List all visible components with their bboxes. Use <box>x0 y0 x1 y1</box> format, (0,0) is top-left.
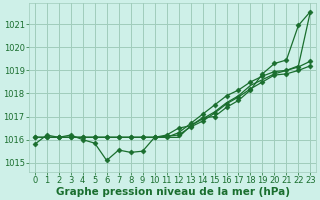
X-axis label: Graphe pression niveau de la mer (hPa): Graphe pression niveau de la mer (hPa) <box>56 187 290 197</box>
